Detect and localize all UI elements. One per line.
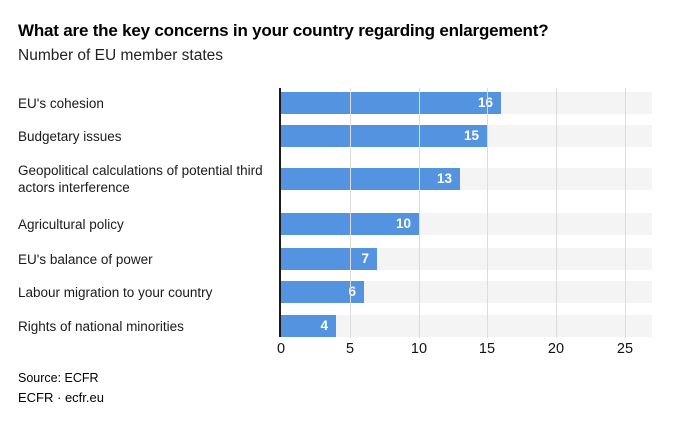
x-tick-label: 25 bbox=[616, 341, 634, 357]
chart-title: What are the key concerns in your countr… bbox=[18, 21, 549, 40]
chart-row: Budgetary issues 15 bbox=[0, 125, 673, 147]
source-text: Source: ECFR bbox=[18, 371, 99, 385]
bar: 15 bbox=[281, 125, 487, 147]
row-plot-cell: 15 bbox=[281, 125, 673, 147]
row-plot-cell: 6 bbox=[281, 281, 673, 303]
row-plot-cell: 13 bbox=[281, 162, 673, 196]
category-label: EU's cohesion bbox=[18, 95, 104, 111]
chart-subtitle: Number of EU member states bbox=[18, 47, 224, 64]
x-tick-label: 20 bbox=[547, 341, 565, 357]
y-axis-line bbox=[279, 88, 281, 337]
x-axis: 0 5 10 15 20 25 bbox=[277, 341, 652, 359]
row-stripe: 7 bbox=[281, 248, 652, 270]
bar-rows: EU's cohesion 16 Budgetary issues 15 Geopoli… bbox=[0, 92, 673, 337]
value-label: 15 bbox=[463, 128, 479, 143]
category-label: Labour migration to your country bbox=[18, 284, 213, 300]
bar: 13 bbox=[281, 168, 460, 190]
row-plot-cell: 16 bbox=[281, 92, 673, 114]
chart-row: Agricultural policy 10 bbox=[0, 213, 673, 235]
bar: 16 bbox=[281, 92, 501, 114]
row-stripe: 16 bbox=[281, 92, 652, 114]
chart-plot-area: EU's cohesion 16 Budgetary issues 15 Geopoli… bbox=[0, 88, 673, 338]
category-label: Agricultural policy bbox=[18, 216, 124, 232]
value-label: 7 bbox=[361, 251, 369, 266]
row-plot-cell: 4 bbox=[281, 315, 673, 337]
value-label: 13 bbox=[436, 171, 452, 186]
row-stripe: 10 bbox=[281, 213, 652, 235]
category-label: Geopolitical calculations of potential t… bbox=[18, 163, 263, 195]
bar: 4 bbox=[281, 315, 336, 337]
chart-row: Rights of national minorities 4 bbox=[0, 315, 673, 337]
row-stripe: 15 bbox=[281, 125, 652, 147]
row-plot-cell: 7 bbox=[281, 248, 673, 270]
category-label: Rights of national minorities bbox=[18, 318, 184, 334]
chart-row: EU's cohesion 16 bbox=[0, 92, 673, 114]
x-tick-label: 0 bbox=[276, 341, 286, 357]
x-tick-label: 5 bbox=[345, 341, 355, 357]
credit-text: ECFR · ecfr.eu bbox=[18, 390, 104, 405]
x-tick-label: 10 bbox=[410, 341, 428, 357]
bar: 7 bbox=[281, 248, 377, 270]
bar: 6 bbox=[281, 281, 364, 303]
row-stripe: 13 bbox=[281, 168, 652, 190]
chart-row: Geopolitical calculations of potential t… bbox=[0, 162, 673, 196]
bar: 10 bbox=[281, 213, 419, 235]
row-plot-cell: 10 bbox=[281, 213, 673, 235]
chart-row: Labour migration to your country 6 bbox=[0, 281, 673, 303]
category-label: Budgetary issues bbox=[18, 128, 122, 144]
category-label: EU's balance of power bbox=[18, 251, 153, 267]
value-label: 6 bbox=[348, 284, 356, 299]
value-label: 16 bbox=[477, 95, 493, 110]
row-stripe: 4 bbox=[281, 315, 652, 337]
value-label: 4 bbox=[320, 318, 328, 333]
value-label: 10 bbox=[395, 216, 411, 231]
chart-row: EU's balance of power 7 bbox=[0, 248, 673, 270]
row-stripe: 6 bbox=[281, 281, 652, 303]
x-tick-label: 15 bbox=[478, 341, 496, 357]
